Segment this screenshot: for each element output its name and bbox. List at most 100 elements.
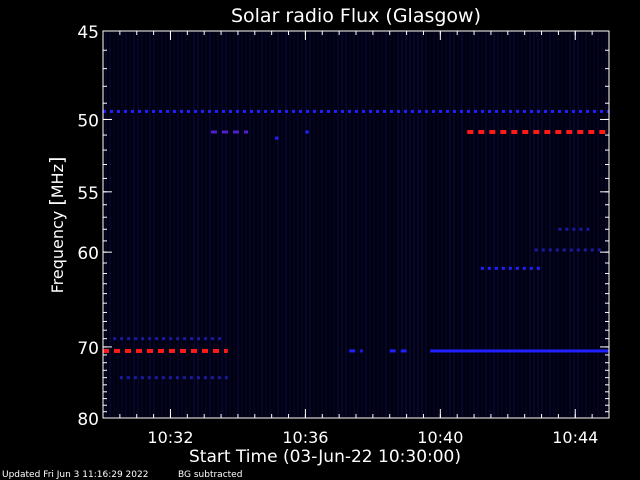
- noise-column: [365, 32, 367, 417]
- footer-updated: Updated Fri Jun 3 11:16:29 2022: [2, 470, 148, 480]
- feature-segment: [537, 109, 540, 113]
- noise-column: [409, 32, 411, 417]
- feature-segment: [232, 130, 239, 134]
- noise-column: [145, 32, 147, 417]
- noise-column: [137, 32, 139, 417]
- feature-segment: [133, 376, 137, 380]
- noise-column: [501, 32, 503, 417]
- noise-column: [249, 32, 251, 417]
- feature-segment: [204, 337, 208, 341]
- y-axis-label: Frequency [MHz]: [46, 157, 68, 294]
- noise-column: [473, 32, 475, 417]
- feature-segment: [183, 337, 187, 341]
- noise-column: [105, 32, 107, 417]
- noise-column: [457, 32, 459, 417]
- noise-column: [117, 32, 119, 417]
- feature-segment: [243, 130, 249, 134]
- noise-column: [233, 32, 235, 417]
- feature-segment: [544, 129, 551, 134]
- plot-area: [103, 31, 609, 418]
- y-tick-label-55: 55: [77, 184, 99, 204]
- noise-column: [241, 32, 243, 417]
- feature-segment: [523, 109, 526, 113]
- noise-column: [229, 32, 231, 417]
- feature-segment: [586, 227, 590, 231]
- feature-segment: [558, 227, 562, 231]
- feature-segment: [217, 376, 221, 380]
- feature-segment: [120, 337, 124, 341]
- noise-column: [305, 32, 307, 417]
- noise-column: [517, 32, 519, 417]
- noise-column: [565, 32, 567, 417]
- noise-column: [177, 32, 179, 417]
- noise-column: [453, 32, 455, 417]
- noise-column: [369, 32, 371, 417]
- noise-column: [125, 32, 127, 417]
- feature-segment: [117, 109, 120, 113]
- noise-column: [589, 32, 591, 417]
- noise-column: [605, 32, 607, 417]
- feature-segment: [558, 109, 561, 113]
- feature-segment: [389, 349, 396, 353]
- feature-segment: [425, 109, 428, 113]
- noise-column: [113, 32, 115, 417]
- feature-segment: [509, 109, 512, 113]
- noise-column: [165, 32, 167, 417]
- noise-column: [389, 32, 391, 417]
- feature-segment: [134, 337, 138, 341]
- noise-column: [273, 32, 275, 417]
- noise-column: [469, 32, 471, 417]
- feature-segment: [136, 348, 142, 353]
- feature-segment: [124, 109, 127, 113]
- noise-column: [181, 32, 183, 417]
- noise-column: [597, 32, 599, 417]
- feature-segment: [175, 376, 179, 380]
- noise-column: [445, 32, 447, 417]
- feature-segment: [202, 348, 208, 353]
- feature-line-70.5-early: [103, 348, 228, 353]
- feature-segment: [418, 109, 421, 113]
- noise-column: [405, 32, 407, 417]
- y-axis-bracket-close: ]: [46, 157, 68, 164]
- noise-column: [277, 32, 279, 417]
- feature-segment: [113, 337, 117, 341]
- feature-segment: [533, 129, 540, 134]
- noise-column: [381, 32, 383, 417]
- feature-segment: [114, 348, 120, 353]
- feature-segment: [502, 109, 505, 113]
- noise-column: [349, 32, 351, 417]
- feature-segment: [522, 266, 526, 270]
- feature-segment: [215, 109, 218, 113]
- noise-column: [361, 32, 363, 417]
- noise-column: [577, 32, 579, 417]
- feature-segment: [534, 248, 538, 252]
- feature-drift-58: [558, 227, 590, 231]
- noise-column: [341, 32, 343, 417]
- feature-segment: [583, 248, 587, 252]
- y-axis-label-unit: MHz: [48, 164, 67, 198]
- feature-segment: [161, 376, 165, 380]
- noise-column: [109, 32, 111, 417]
- feature-segment: [481, 109, 484, 113]
- noise-column: [417, 32, 419, 417]
- noise-column: [529, 32, 531, 417]
- feature-segment: [313, 109, 316, 113]
- feature-segment: [103, 109, 106, 113]
- noise-column: [537, 32, 539, 417]
- feature-segment: [487, 266, 491, 270]
- noise-column: [561, 32, 563, 417]
- feature-segment: [494, 266, 498, 270]
- feature-segment: [599, 129, 606, 134]
- noise-column: [257, 32, 259, 417]
- feature-segment: [495, 109, 498, 113]
- feature-segment: [360, 349, 363, 353]
- noise-column: [461, 32, 463, 417]
- feature-segment: [162, 337, 166, 341]
- noise-column: [477, 32, 479, 417]
- feature-segment: [141, 337, 145, 341]
- x-axis-label: Start Time (03-Jun-22 10:30:00): [189, 447, 461, 467]
- feature-segment: [586, 109, 589, 113]
- noise-column: [449, 32, 451, 417]
- noise-column: [521, 32, 523, 417]
